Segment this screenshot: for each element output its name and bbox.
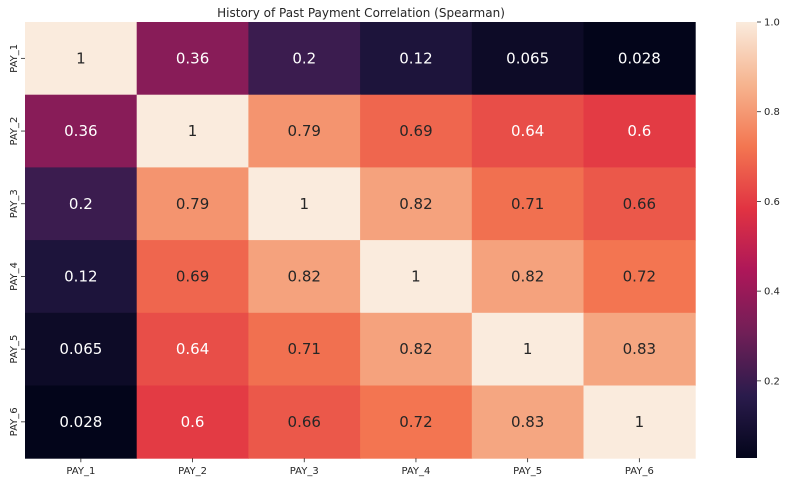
heatmap-cell bbox=[25, 167, 138, 241]
heatmap-cell bbox=[136, 94, 249, 168]
heatmap-cell bbox=[25, 312, 138, 386]
heatmap-cell bbox=[136, 385, 249, 459]
cell-value-label: 0.12 bbox=[64, 267, 97, 285]
heatmap-cell bbox=[136, 22, 249, 96]
heatmap-cell bbox=[583, 240, 696, 314]
cell-value-label: 1 bbox=[299, 195, 309, 213]
cell-value-label: 0.2 bbox=[69, 195, 93, 213]
cell-value-label: 0.028 bbox=[59, 413, 102, 431]
cell-value-label: 0.82 bbox=[288, 267, 321, 285]
colorbar-tick-label: 1.0 bbox=[764, 18, 780, 29]
heatmap-cell bbox=[360, 94, 473, 168]
cell-value-label: 0.72 bbox=[399, 413, 432, 431]
cell-value-label: 0.82 bbox=[399, 340, 432, 358]
y-tick-label: PAY_2 bbox=[9, 117, 20, 146]
cell-value-label: 0.69 bbox=[399, 122, 432, 140]
cell-value-label: 0.69 bbox=[176, 267, 209, 285]
y-tick-label: PAY_3 bbox=[9, 189, 20, 218]
heatmap-cell bbox=[583, 167, 696, 241]
heatmap-cell bbox=[25, 385, 138, 459]
heatmap-cell bbox=[136, 312, 249, 386]
cell-value-label: 0.12 bbox=[399, 49, 432, 67]
heatmap-cell bbox=[248, 167, 361, 241]
cell-value-label: 0.82 bbox=[399, 195, 432, 213]
cell-value-label: 0.79 bbox=[288, 122, 321, 140]
colorbar-gradient bbox=[736, 22, 757, 458]
y-tick-label: PAY_4 bbox=[9, 262, 20, 291]
x-tick-label: PAY_5 bbox=[513, 466, 542, 477]
heatmap-cell bbox=[248, 312, 361, 386]
heatmap-cell bbox=[248, 94, 361, 168]
cell-value-label: 0.6 bbox=[181, 413, 205, 431]
cell-value-label: 0.6 bbox=[627, 122, 651, 140]
x-tick-label: PAY_4 bbox=[401, 466, 430, 477]
cell-value-label: 0.2 bbox=[292, 49, 316, 67]
cell-value-label: 0.36 bbox=[176, 49, 209, 67]
cell-value-label: 0.065 bbox=[59, 340, 102, 358]
cell-value-label: 1 bbox=[411, 267, 421, 285]
cell-value-label: 0.64 bbox=[511, 122, 544, 140]
heatmap-cell bbox=[360, 385, 473, 459]
heatmap-cell bbox=[360, 167, 473, 241]
cell-value-label: 1 bbox=[76, 49, 86, 67]
y-tick-label: PAY_5 bbox=[9, 335, 20, 364]
heatmap-cell bbox=[583, 312, 696, 386]
heatmap-cell bbox=[360, 312, 473, 386]
heatmap-cell bbox=[471, 167, 584, 241]
colorbar: 0.2 0.4 0.6 0.8 1.0 bbox=[736, 18, 780, 458]
cell-value-label: 1 bbox=[188, 122, 198, 140]
heatmap-cells: 1 0.36 0.2 0.12 0.065 0.028 0.36 1 0.79 0.69 0.64 0… bbox=[25, 22, 696, 459]
cell-value-label: 0.71 bbox=[511, 195, 544, 213]
heatmap-cell bbox=[471, 240, 584, 314]
heatmap-cell bbox=[248, 385, 361, 459]
cell-value-label: 0.66 bbox=[623, 195, 656, 213]
cell-value-label: 0.028 bbox=[618, 49, 661, 67]
chart-title: History of Past Payment Correlation (Spe… bbox=[217, 6, 505, 20]
x-tick-label: PAY_3 bbox=[290, 466, 319, 477]
heatmap-cell bbox=[583, 22, 696, 96]
heatmap-cell bbox=[583, 94, 696, 168]
cell-value-label: 0.72 bbox=[623, 267, 656, 285]
cell-value-label: 0.82 bbox=[511, 267, 544, 285]
cell-value-label: 0.065 bbox=[506, 49, 549, 67]
heatmap-cell bbox=[583, 385, 696, 459]
heatmap-cell bbox=[360, 22, 473, 96]
heatmap-cell bbox=[471, 22, 584, 96]
cell-value-label: 0.83 bbox=[511, 413, 544, 431]
colorbar-tick-label: 0.8 bbox=[764, 107, 780, 118]
heatmap-cell bbox=[136, 167, 249, 241]
heatmap-cell bbox=[25, 22, 138, 96]
y-axis: PAY_1 PAY_2 PAY_3 PAY_4 PAY_5 PAY_6 bbox=[9, 44, 25, 436]
x-axis: PAY_1 PAY_2 PAY_3 PAY_4 PAY_5 PAY_6 bbox=[66, 458, 654, 477]
cell-value-label: 1 bbox=[523, 340, 533, 358]
colorbar-tick-label: 0.4 bbox=[764, 287, 780, 298]
cell-value-label: 0.79 bbox=[176, 195, 209, 213]
y-tick-label: PAY_6 bbox=[9, 407, 20, 436]
heatmap-cell bbox=[136, 240, 249, 314]
heatmap-cell bbox=[471, 312, 584, 386]
heatmap-cell bbox=[248, 22, 361, 96]
heatmap-cell bbox=[360, 240, 473, 314]
x-tick-label: PAY_1 bbox=[66, 466, 95, 477]
cell-value-label: 1 bbox=[635, 413, 645, 431]
cell-value-label: 0.36 bbox=[64, 122, 97, 140]
x-tick-label: PAY_6 bbox=[625, 466, 654, 477]
cell-value-label: 0.83 bbox=[623, 340, 656, 358]
heatmap-cell bbox=[471, 385, 584, 459]
y-tick-label: PAY_1 bbox=[9, 44, 20, 73]
heatmap-cell bbox=[25, 94, 138, 168]
x-tick-label: PAY_2 bbox=[178, 466, 207, 477]
cell-value-label: 0.66 bbox=[288, 413, 321, 431]
heatmap-cell bbox=[25, 240, 138, 314]
colorbar-tick-label: 0.2 bbox=[764, 376, 780, 387]
heatmap-cell bbox=[248, 240, 361, 314]
colorbar-tick-label: 0.6 bbox=[764, 197, 780, 208]
heatmap-cell bbox=[471, 94, 584, 168]
cell-value-label: 0.64 bbox=[176, 340, 209, 358]
cell-value-label: 0.71 bbox=[288, 340, 321, 358]
